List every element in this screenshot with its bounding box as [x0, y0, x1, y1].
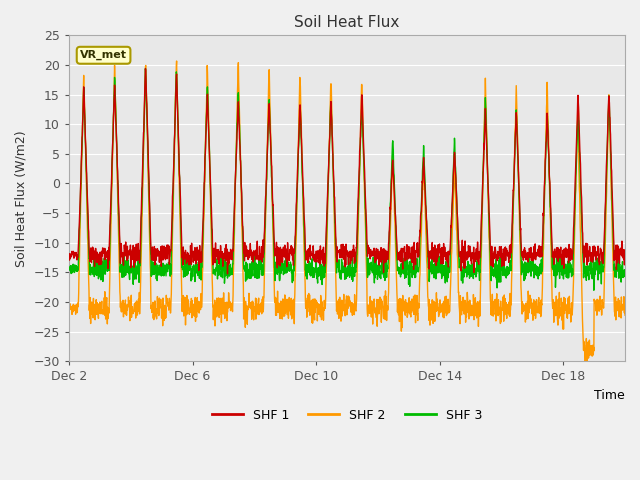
Text: VR_met: VR_met — [80, 50, 127, 60]
Title: Soil Heat Flux: Soil Heat Flux — [294, 15, 399, 30]
Legend: SHF 1, SHF 2, SHF 3: SHF 1, SHF 2, SHF 3 — [207, 404, 487, 427]
Y-axis label: Soil Heat Flux (W/m2): Soil Heat Flux (W/m2) — [15, 130, 28, 266]
X-axis label: Time: Time — [595, 389, 625, 402]
